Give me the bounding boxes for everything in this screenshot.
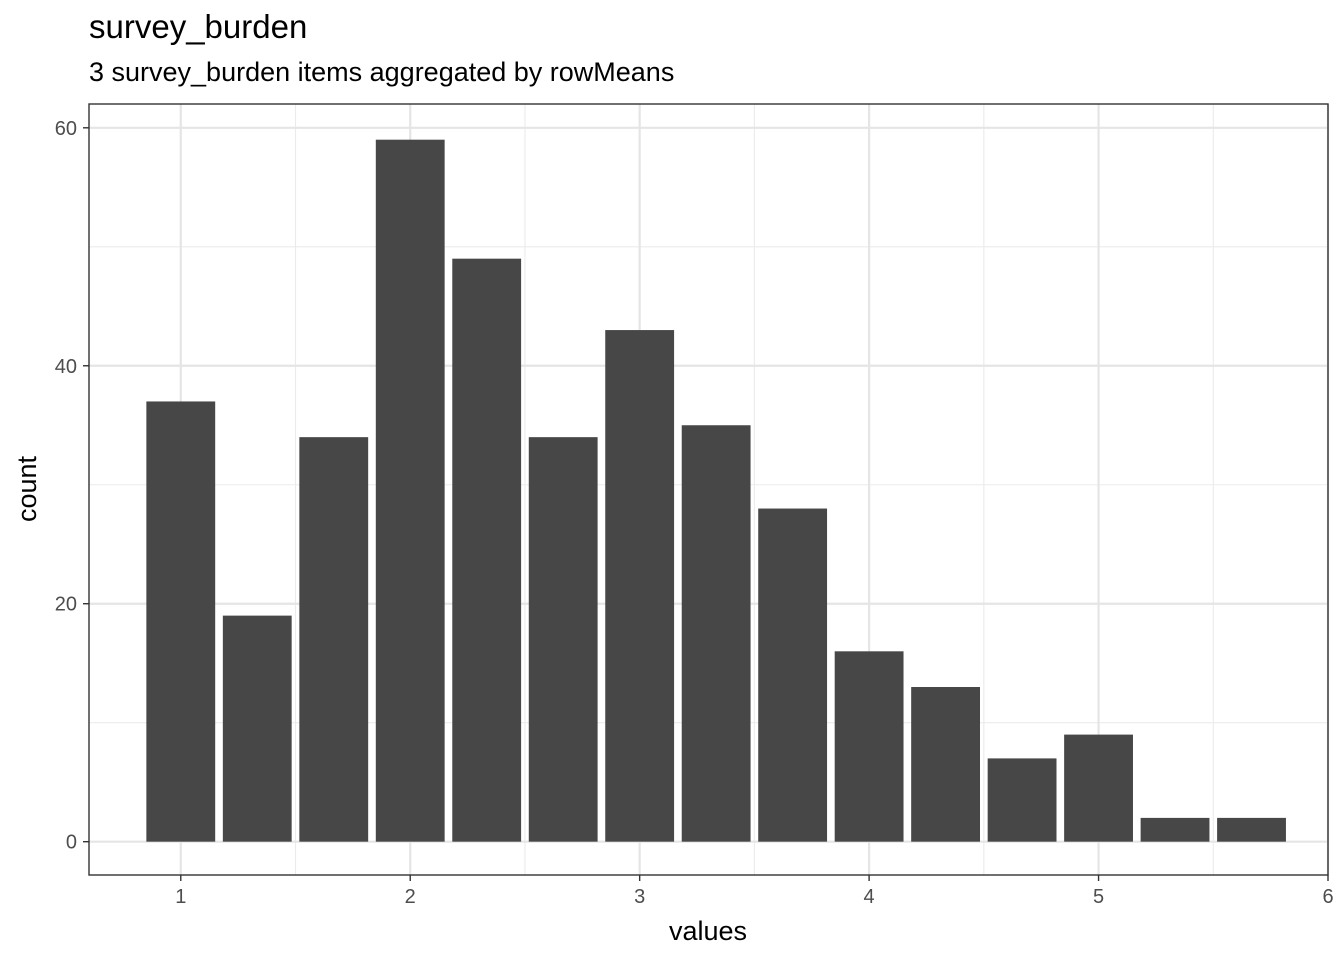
x-axis-title: values xyxy=(669,916,747,946)
histogram-bar xyxy=(911,687,981,842)
histogram-bar xyxy=(605,330,675,842)
histogram-bar xyxy=(834,651,904,842)
x-tick-label: 1 xyxy=(175,886,186,908)
chart-title: survey_burden xyxy=(89,8,308,45)
y-axis-title: count xyxy=(12,455,42,522)
y-tick-label: 20 xyxy=(55,594,77,616)
histogram-bar xyxy=(146,401,216,842)
y-tick-label: 0 xyxy=(66,832,77,854)
chart-subtitle: 3 survey_burden items aggregated by rowM… xyxy=(89,57,675,87)
bars xyxy=(146,139,1286,842)
histogram-bar xyxy=(375,139,445,842)
x-tick-label: 2 xyxy=(405,886,416,908)
histogram-bar xyxy=(1064,734,1133,842)
histogram-bar xyxy=(452,258,522,842)
x-tick-label: 4 xyxy=(864,886,875,908)
histogram-bar xyxy=(299,437,369,842)
histogram-bar xyxy=(1140,817,1210,842)
x-tick-label: 5 xyxy=(1093,886,1104,908)
x-tick-label: 3 xyxy=(634,886,645,908)
histogram-bar xyxy=(681,425,751,842)
y-tick-label: 40 xyxy=(55,356,77,378)
y-tick-label: 60 xyxy=(55,118,77,140)
histogram-bar xyxy=(222,615,292,842)
histogram-bar xyxy=(528,437,598,842)
panel-border xyxy=(88,103,1329,876)
histogram-bar xyxy=(1217,817,1286,842)
histogram-bar xyxy=(987,758,1057,842)
x-tick-label: 6 xyxy=(1322,886,1333,908)
histogram-bar xyxy=(758,508,828,842)
